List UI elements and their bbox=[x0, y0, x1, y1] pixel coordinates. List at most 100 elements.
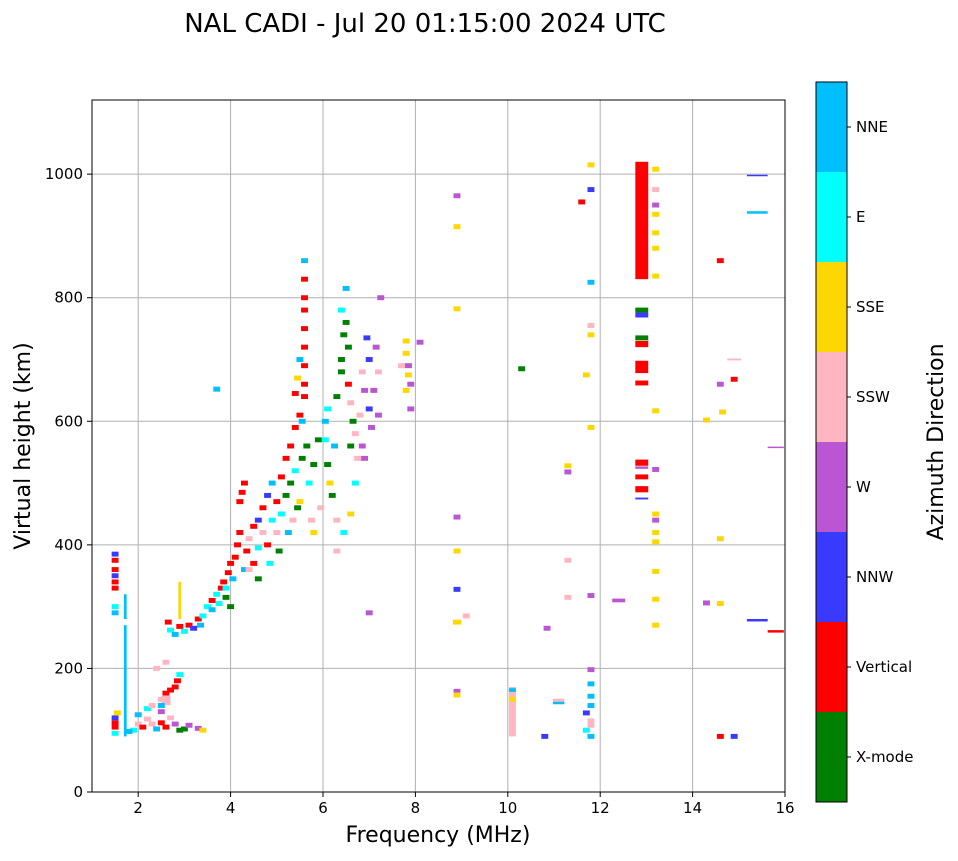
data-point-x-mode bbox=[180, 726, 188, 732]
data-point-nnw bbox=[111, 573, 119, 579]
data-point-ssw bbox=[317, 505, 325, 511]
data-point-e bbox=[111, 730, 119, 736]
data-point-e bbox=[215, 601, 223, 607]
data-point-x-mode bbox=[298, 455, 306, 461]
chart-title: NAL CADI - Jul 20 01:15:00 2024 UTC bbox=[184, 9, 666, 39]
data-point-e bbox=[338, 307, 345, 313]
data-point-ssw bbox=[356, 412, 364, 418]
data-point-vertical bbox=[238, 489, 246, 495]
data-point-w bbox=[453, 514, 461, 520]
data-point-sse bbox=[453, 306, 461, 312]
data-point-x-mode bbox=[294, 505, 302, 511]
data-point-w bbox=[416, 339, 424, 345]
data-point-nne bbox=[284, 530, 292, 535]
data-point-ssw bbox=[347, 400, 355, 406]
data-point-sse bbox=[453, 548, 461, 554]
data-point-nne bbox=[296, 357, 304, 362]
data-point-w bbox=[453, 688, 461, 694]
data-point-ssw bbox=[148, 703, 156, 708]
x-tick-label: 12 bbox=[591, 799, 610, 817]
data-point-vertical bbox=[162, 690, 170, 696]
data-point-w bbox=[194, 725, 202, 731]
data-point-sse bbox=[587, 332, 595, 338]
data-point-nne bbox=[240, 567, 248, 573]
data-point-sse bbox=[652, 273, 660, 279]
data-point-nne bbox=[342, 285, 350, 291]
data-point-x-mode bbox=[347, 443, 355, 449]
x-tick-label: 2 bbox=[133, 799, 143, 817]
data-point-ssw bbox=[351, 431, 359, 437]
data-point-x-mode bbox=[324, 462, 332, 468]
data-point-w bbox=[612, 598, 626, 603]
data-point-e bbox=[266, 560, 274, 566]
data-point-vertical bbox=[185, 622, 193, 628]
x-tick-label: 16 bbox=[775, 799, 794, 817]
data-point-x-mode bbox=[176, 727, 184, 733]
data-point-ssw bbox=[245, 567, 253, 573]
data-point-vertical bbox=[578, 199, 586, 205]
data-point-nne bbox=[298, 418, 306, 424]
data-point-vertical bbox=[716, 733, 724, 739]
data-point-vertical bbox=[236, 530, 244, 535]
data-point-vertical bbox=[291, 391, 299, 396]
data-point-w bbox=[587, 667, 595, 673]
data-point-sse bbox=[294, 375, 302, 381]
colorbar-label: Azimuth Direction bbox=[924, 343, 949, 540]
data-point-vertical bbox=[227, 560, 235, 566]
data-point-vertical bbox=[730, 376, 738, 382]
data-point-x-mode bbox=[518, 366, 526, 372]
data-point-w bbox=[716, 381, 724, 387]
y-tick-label: 800 bbox=[54, 289, 83, 307]
data-point-w bbox=[157, 709, 165, 715]
colorbar-swatch-nne bbox=[816, 82, 847, 172]
data-point-sse bbox=[652, 539, 660, 545]
data-point-e bbox=[204, 604, 211, 610]
data-point-vertical bbox=[273, 499, 281, 505]
data-point-vertical bbox=[176, 623, 184, 629]
data-point-vertical bbox=[174, 678, 181, 684]
data-point-sse bbox=[716, 536, 724, 542]
data-point-nnw bbox=[746, 619, 768, 622]
data-point-vertical bbox=[208, 597, 216, 603]
data-point-nne bbox=[508, 688, 516, 692]
data-point-vertical bbox=[635, 380, 649, 386]
data-point-vertical bbox=[282, 455, 290, 461]
data-point-vertical bbox=[635, 360, 649, 374]
data-point-vertical bbox=[287, 443, 295, 449]
data-point-ssw bbox=[374, 369, 382, 375]
data-point-ssw bbox=[307, 517, 315, 523]
data-point-vertical bbox=[301, 295, 308, 301]
colorbar-tick-label: W bbox=[856, 478, 871, 496]
colorbar: X-mode Vertical NNW W SSW SSE E NNE bbox=[815, 81, 913, 803]
data-point-x-mode bbox=[275, 548, 283, 554]
data-point-nnw bbox=[365, 406, 373, 412]
data-point-sse bbox=[296, 499, 304, 505]
data-point-e bbox=[277, 511, 285, 517]
data-point-x-mode bbox=[222, 594, 230, 600]
data-point-nnw bbox=[746, 174, 768, 177]
data-point-w bbox=[372, 344, 380, 350]
data-point-w bbox=[361, 455, 369, 461]
data-point-nne bbox=[153, 726, 161, 732]
data-point-x-mode bbox=[342, 319, 350, 325]
y-axis-ticks: 0 200 400 600 800 1000 bbox=[45, 165, 92, 801]
data-point-vertical bbox=[162, 724, 170, 730]
data-point-x-mode bbox=[344, 344, 352, 350]
data-point-e bbox=[340, 530, 348, 535]
data-point-vertical bbox=[250, 560, 258, 566]
data-point-ssw bbox=[552, 698, 565, 703]
data-point-w bbox=[635, 466, 649, 469]
data-point-sse bbox=[652, 408, 660, 414]
data-point-sse bbox=[652, 511, 660, 517]
data-point-x-mode bbox=[328, 492, 336, 498]
data-point-e bbox=[167, 627, 175, 633]
colorbar-tick-label: NNW bbox=[856, 568, 893, 586]
data-point-nne bbox=[331, 443, 339, 449]
data-point-sse bbox=[652, 596, 660, 602]
data-point-sse bbox=[652, 530, 660, 535]
data-point-w bbox=[564, 469, 572, 475]
data-point-vertical bbox=[243, 548, 251, 554]
data-point-vertical bbox=[194, 616, 202, 622]
data-point-sse bbox=[652, 166, 660, 172]
